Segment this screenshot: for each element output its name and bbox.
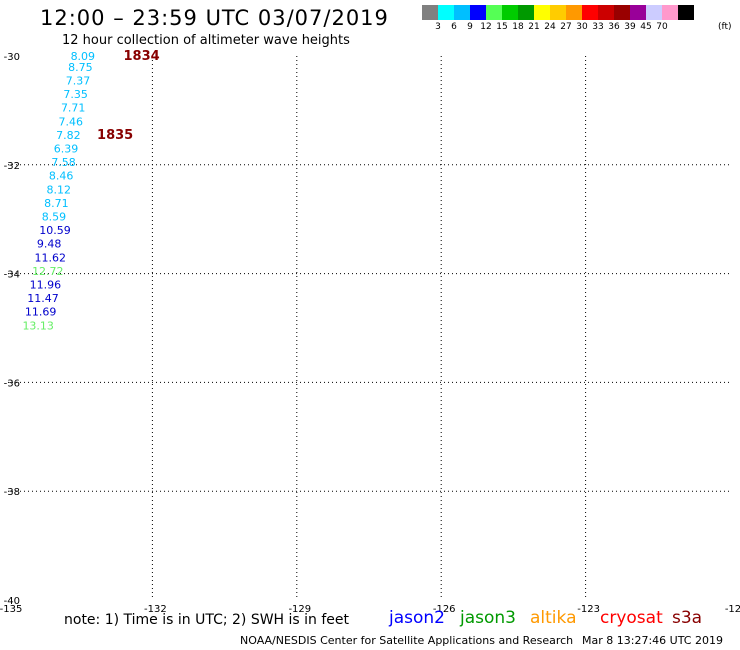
wave-height-label: 10.59: [39, 224, 71, 237]
wave-height-label: 8.46: [49, 170, 73, 183]
color-scale-label: 15: [496, 22, 508, 32]
wave-height-label: 8.71: [44, 197, 69, 210]
wave-height-label: 11.47: [27, 292, 59, 305]
color-scale-label: 27: [560, 22, 572, 32]
lat-tick-label: -38: [4, 487, 20, 498]
generated-timestamp: Mar 8 13:27:46 UTC 2019: [582, 634, 723, 647]
color-scale-label: 3: [435, 22, 441, 32]
color-swatch: [470, 5, 486, 20]
color-swatch: [582, 5, 598, 20]
color-swatch: [454, 5, 470, 20]
wave-height-label: 11.69: [25, 306, 56, 319]
lat-tick-label: -30: [4, 52, 20, 63]
color-scale-labels: 3 6 9 12 15 18 21 24 27 30 33 36 39 45 70: [422, 22, 740, 34]
map-title: 12:00 – 23:59 UTC 03/07/2019: [40, 6, 389, 30]
wave-height-label: 7.37: [66, 74, 91, 87]
color-swatch: [550, 5, 566, 20]
color-scale-label: 39: [624, 22, 636, 32]
color-scale-label: 45: [640, 22, 652, 32]
color-swatch: [502, 5, 518, 20]
wave-height-label: 7.35: [63, 88, 88, 101]
wave-height-label: 8.09: [71, 50, 96, 63]
color-scale-label: 30: [576, 22, 588, 32]
legend-entry-jason2: jason2: [389, 608, 445, 628]
color-scale-label: 70: [656, 22, 668, 32]
lon-tick-label: -129: [288, 604, 311, 615]
footer-note: note: 1) Time is in UTC; 2) SWH is in fe…: [64, 612, 350, 628]
legend-entry-altika: altika: [530, 608, 577, 628]
color-scale-label: 24: [544, 22, 556, 32]
lat-tick-label: -34: [4, 270, 20, 281]
color-swatch: [646, 5, 662, 20]
color-scale-label: 12: [480, 22, 492, 32]
wave-height-label: 7.71: [61, 102, 86, 115]
lon-tick-label: -12: [725, 604, 740, 615]
legend-entry-jason3: jason3: [460, 608, 516, 628]
wave-height-label: 7.82: [56, 129, 80, 142]
legend-entry-s3a: s3a: [672, 608, 703, 628]
credit-text: NOAA/NESDIS Center for Satellite Applica…: [240, 634, 574, 647]
color-scale-label: 33: [592, 22, 604, 32]
color-swatch: [518, 5, 534, 20]
color-scale-label: 18: [512, 22, 524, 32]
time-label: 1835: [97, 128, 133, 143]
color-swatch: [566, 5, 582, 20]
wave-height-label: 8.59: [42, 210, 66, 223]
color-scale-label: 36: [608, 22, 620, 32]
map-subtitle: 12 hour collection of altimeter wave hei…: [62, 33, 350, 48]
color-swatch: [486, 5, 502, 20]
wave-height-label: 6.39: [54, 142, 79, 155]
wave-height-label: 9.48: [37, 238, 62, 251]
lon-tick-label: -132: [144, 604, 167, 615]
legend-entry-cryosat: cryosat: [600, 608, 663, 628]
color-swatch: [422, 5, 438, 20]
color-swatch: [678, 5, 694, 20]
color-swatch: [534, 5, 550, 20]
wave-height-label: 11.96: [30, 278, 62, 291]
lon-tick-label: -123: [577, 604, 600, 615]
wave-height-label: 8.75: [68, 61, 93, 74]
lat-tick-label: -40: [4, 596, 20, 607]
lon-tick-label: -135: [0, 604, 22, 615]
wave-height-label: 8.12: [47, 183, 72, 196]
wave-height-label: 13.13: [22, 319, 54, 332]
color-scale-label: 9: [467, 22, 473, 32]
lon-tick-label: -126: [433, 604, 456, 615]
color-swatch: [662, 5, 678, 20]
color-swatch: [630, 5, 646, 20]
wave-height-label: 7.58: [51, 156, 76, 169]
color-swatch: [438, 5, 454, 20]
color-scale-label: 21: [528, 22, 540, 32]
wave-height-label: 12.72: [32, 265, 64, 278]
wave-height-label: 7.46: [59, 115, 84, 128]
time-label: 1834: [124, 49, 160, 64]
color-swatch: [614, 5, 630, 20]
color-scale-units: (ft): [718, 22, 732, 32]
color-swatch: [598, 5, 614, 20]
color-scale-bar: [422, 5, 694, 20]
lat-tick-label: -36: [4, 378, 20, 389]
wave-height-label: 11.62: [34, 251, 65, 264]
lat-tick-label: -32: [4, 161, 20, 172]
color-scale-label: 6: [451, 22, 457, 32]
